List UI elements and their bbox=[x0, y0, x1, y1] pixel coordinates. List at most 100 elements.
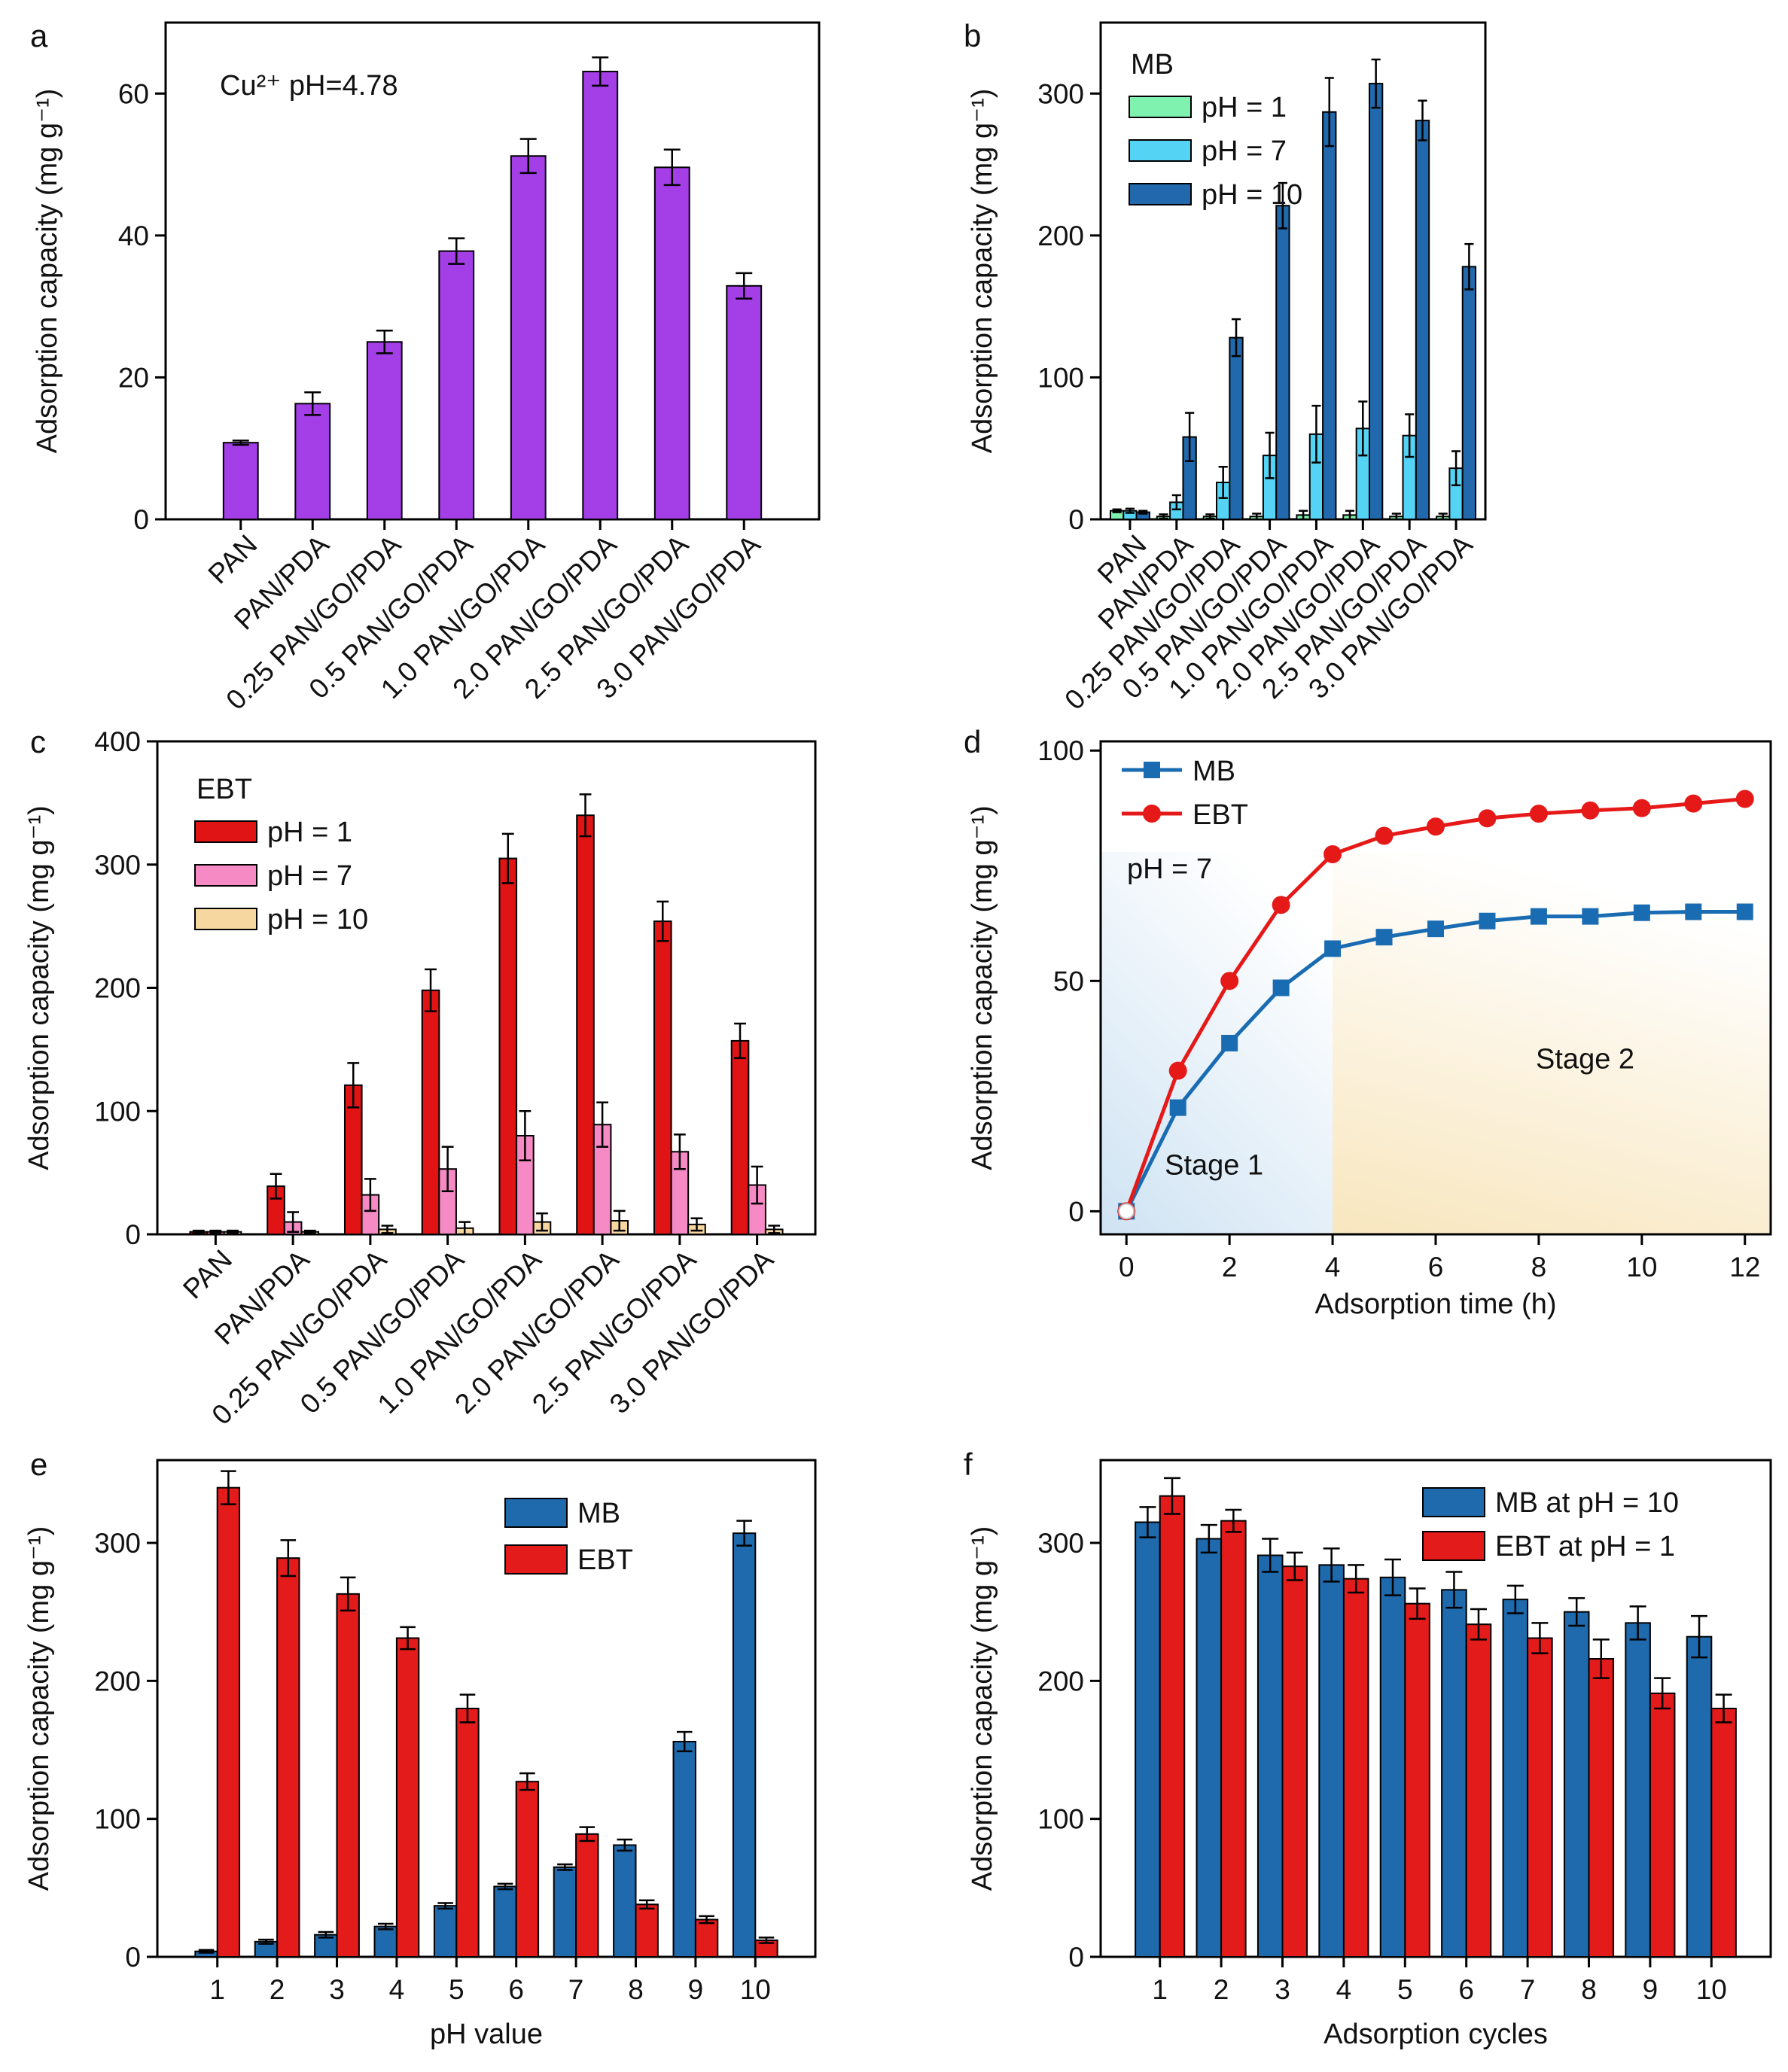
panel-f-bar bbox=[1465, 1623, 1492, 1958]
panel-f-bar bbox=[1281, 1565, 1308, 1958]
panel-f-bar bbox=[1256, 1554, 1284, 1958]
stage-region bbox=[1101, 851, 1333, 1234]
panel-e-bar bbox=[276, 1557, 300, 1958]
panel-e-xtick-label: 9 bbox=[688, 1974, 704, 2005]
panel-d-point-ebt bbox=[1735, 790, 1754, 808]
panel-f-bar bbox=[1649, 1692, 1676, 1958]
panel-c: c 0 100 200 300 400 Adsorption capacity (mg g⁻… bbox=[23, 724, 817, 1431]
panel-b-frame bbox=[1099, 21, 1487, 521]
panel-b-ytick-label: 200 bbox=[1037, 221, 1084, 251]
panel-b-bar bbox=[1229, 336, 1244, 520]
panel-e-bar bbox=[613, 1844, 637, 1958]
panel-e-ytick-label: 100 bbox=[94, 1804, 141, 1835]
panel-c-legend-label: pH = 10 bbox=[267, 904, 368, 936]
panel-e-bar bbox=[575, 1833, 599, 1958]
panel-e-bar bbox=[433, 1905, 458, 1958]
panel-b-legend-swatch bbox=[1129, 183, 1192, 205]
panel-f-xtick-label: 3 bbox=[1275, 1974, 1290, 2005]
panel-e: e 0 100 200 300 Adsorption capacity (mg g⁻¹) 1… bbox=[23, 1447, 817, 2050]
panel-b-legend-swatch bbox=[1129, 96, 1192, 118]
panel-f-xtick-label: 6 bbox=[1458, 1974, 1474, 2005]
panel-f: f 0 100 200 300 Adsorption capacity (mg g⁻¹) 1… bbox=[964, 1447, 1772, 2050]
panel-f-bar bbox=[1686, 1635, 1713, 1958]
panel-e-ytick-label: 0 bbox=[125, 1942, 141, 1973]
panel-a-bar bbox=[582, 71, 619, 521]
panel-f-bar bbox=[1563, 1611, 1590, 1958]
panel-d: d Stage 1 Stage 2 0 50 100 0 2 4 6 8 10 12 Adsorption… bbox=[964, 724, 1772, 1320]
panel-f-ytick-label: 200 bbox=[1037, 1666, 1084, 1696]
panel-e-bar bbox=[216, 1486, 241, 1958]
panel-b-ytick-label: 0 bbox=[1068, 504, 1084, 535]
panel-f-letter: f bbox=[964, 1447, 973, 1482]
panel-a-frame bbox=[164, 21, 821, 521]
panel-e-bar bbox=[694, 1918, 719, 1958]
panel-e-xtick-label: 5 bbox=[449, 1974, 465, 2005]
panel-a-bar bbox=[653, 166, 690, 520]
panel-c-legend-title: EBT bbox=[196, 774, 252, 805]
panel-e-ytick-label: 300 bbox=[94, 1528, 141, 1559]
panel-f-legend-swatch bbox=[1422, 1487, 1485, 1517]
panel-f-bar bbox=[1318, 1564, 1345, 1958]
panel-e-bar bbox=[455, 1708, 480, 1958]
panel-c-ytick-label: 400 bbox=[94, 726, 141, 757]
panel-d-point-mb bbox=[1530, 908, 1547, 925]
panel-e-xtick-label: 1 bbox=[209, 1974, 225, 2005]
panel-d-point-mb bbox=[1324, 940, 1342, 957]
panel-d-letter: d bbox=[964, 724, 981, 759]
panel-b-bar bbox=[1275, 205, 1290, 520]
panel-c-legend-swatch bbox=[194, 908, 257, 930]
panel-a-bar bbox=[510, 155, 547, 520]
panel-a-annotation: Cu²⁺ pH=4.78 bbox=[220, 70, 398, 102]
panel-c-bar bbox=[421, 989, 440, 1236]
panel-f-bar bbox=[1588, 1658, 1615, 1958]
panel-f-bar bbox=[1379, 1576, 1406, 1958]
panel-d-ytick-label: 0 bbox=[1068, 1196, 1084, 1227]
panel-b-legend-label: pH = 1 bbox=[1202, 92, 1287, 123]
panel-f-bar bbox=[1710, 1708, 1737, 1958]
panel-d-point-mb bbox=[1736, 903, 1753, 920]
panel-b-legend-swatch bbox=[1129, 139, 1192, 162]
panel-d-point-mb bbox=[1427, 920, 1444, 938]
panel-e-bar bbox=[732, 1532, 757, 1958]
panel-e-legend-swatch bbox=[504, 1498, 568, 1528]
panel-c-ytick-label: 200 bbox=[94, 973, 141, 1004]
panel-b-ylabel: Adsorption capacity (mg g⁻¹) bbox=[967, 89, 998, 454]
panel-d-point-ebt bbox=[1323, 844, 1342, 863]
panel-d-point-mb bbox=[1169, 1099, 1186, 1116]
panel-d-xlabel: Adsorption time (h) bbox=[1314, 1289, 1556, 1320]
panel-f-ytick-label: 100 bbox=[1037, 1804, 1084, 1835]
panel-f-xtick-label: 2 bbox=[1214, 1974, 1229, 2005]
panel-f-xtick-label: 4 bbox=[1336, 1974, 1352, 2005]
panel-d-xtick-label: 4 bbox=[1325, 1252, 1341, 1282]
panel-f-xtick-label: 1 bbox=[1152, 1974, 1168, 2005]
panel-f-bar bbox=[1159, 1495, 1186, 1958]
panel-b-bar bbox=[1461, 266, 1477, 520]
panel-d-point-mb bbox=[1375, 929, 1393, 946]
panel-f-bar bbox=[1220, 1520, 1247, 1958]
panel-d-ytick-label: 50 bbox=[1053, 966, 1084, 996]
panel-f-bar bbox=[1502, 1599, 1529, 1958]
panel-f-ytick-label: 0 bbox=[1068, 1942, 1084, 1973]
panel-c-letter: c bbox=[30, 724, 46, 759]
panel-e-ylabel: Adsorption capacity (mg g⁻¹) bbox=[23, 1526, 55, 1891]
panel-d-point-ebt bbox=[1272, 896, 1290, 914]
panel-e-legend-label: MB bbox=[577, 1498, 620, 1529]
panel-c-ytick-label: 300 bbox=[94, 850, 141, 881]
panel-d-ylabel: Adsorption capacity (mg g⁻¹) bbox=[967, 805, 998, 1170]
panel-d-point-mb bbox=[1582, 908, 1599, 925]
panel-e-letter: e bbox=[30, 1447, 47, 1482]
panel-d-point-ebt bbox=[1529, 805, 1548, 823]
panel-f-ylabel: Adsorption capacity (mg g⁻¹) bbox=[967, 1526, 998, 1891]
panel-d-point-ebt bbox=[1684, 794, 1703, 813]
panel-d-point-ebt bbox=[1168, 1061, 1187, 1080]
panel-f-legend-label: MB at pH = 10 bbox=[1495, 1487, 1679, 1519]
panel-f-xtick-label: 10 bbox=[1696, 1974, 1727, 2005]
panel-e-ytick-label: 200 bbox=[94, 1666, 141, 1696]
panel-e-bar bbox=[553, 1866, 577, 1958]
panel-d-xtick-label: 8 bbox=[1531, 1252, 1547, 1282]
panel-b-legend-title: MB bbox=[1131, 49, 1174, 81]
panel-e-bar bbox=[672, 1741, 696, 1958]
panel-e-xtick-label: 10 bbox=[740, 1974, 771, 2005]
panel-c-bar bbox=[653, 920, 672, 1235]
